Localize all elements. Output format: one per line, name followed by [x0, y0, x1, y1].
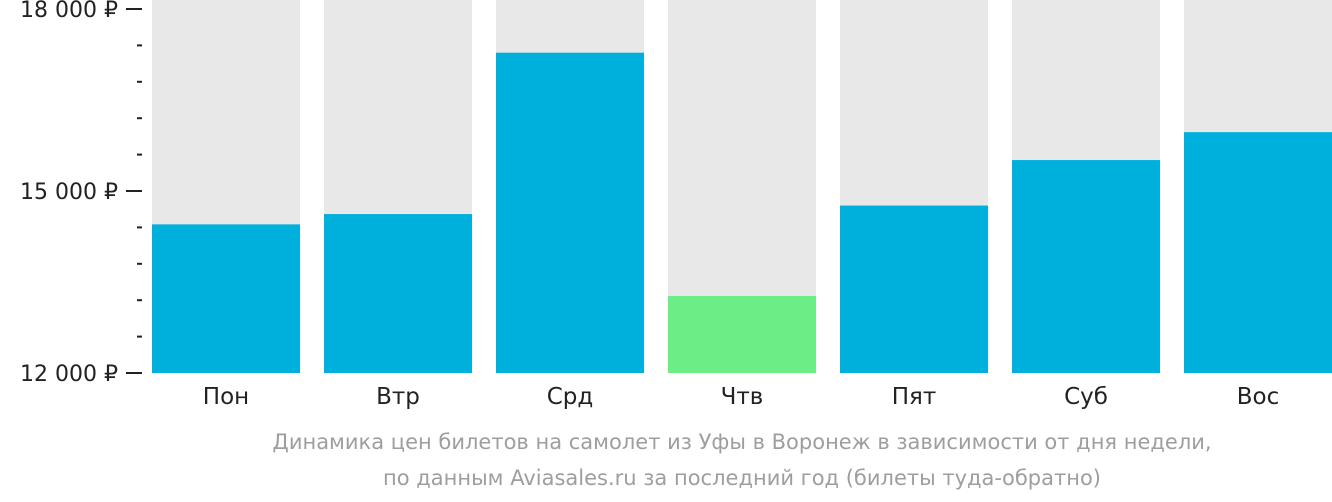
y-tick-label: 18 000 ₽ — [20, 0, 118, 23]
x-category-label: Вос — [1237, 384, 1280, 410]
bar-5 — [840, 205, 988, 373]
bar-2 — [324, 214, 472, 373]
x-category-label: Срд — [547, 384, 594, 410]
y-tick-label: 12 000 ₽ — [20, 362, 118, 387]
bar-1 — [152, 224, 300, 373]
bar-3 — [496, 52, 644, 374]
y-tick-label: 15 000 ₽ — [20, 180, 118, 205]
x-category-label: Суб — [1064, 384, 1108, 410]
bar-4 — [668, 295, 816, 373]
price-bar-chart: 18 000 ₽ 15 000 ₽ 12 000 ₽ Пон Втр Срд Чтв Пят С… — [20, 0, 1332, 410]
x-category-label: Чтв — [721, 384, 764, 410]
x-category-label: Втр — [376, 384, 420, 410]
x-category-label: Пят — [892, 384, 937, 410]
chart-caption-line-2: по данным Aviasales.ru за последний год … — [383, 466, 1101, 490]
bar-6 — [1012, 160, 1160, 373]
chart-caption-line-1: Динамика цен билетов на самолет из Уфы в… — [272, 430, 1212, 454]
x-category-label: Пон — [203, 384, 249, 410]
bar-7 — [1184, 132, 1332, 373]
